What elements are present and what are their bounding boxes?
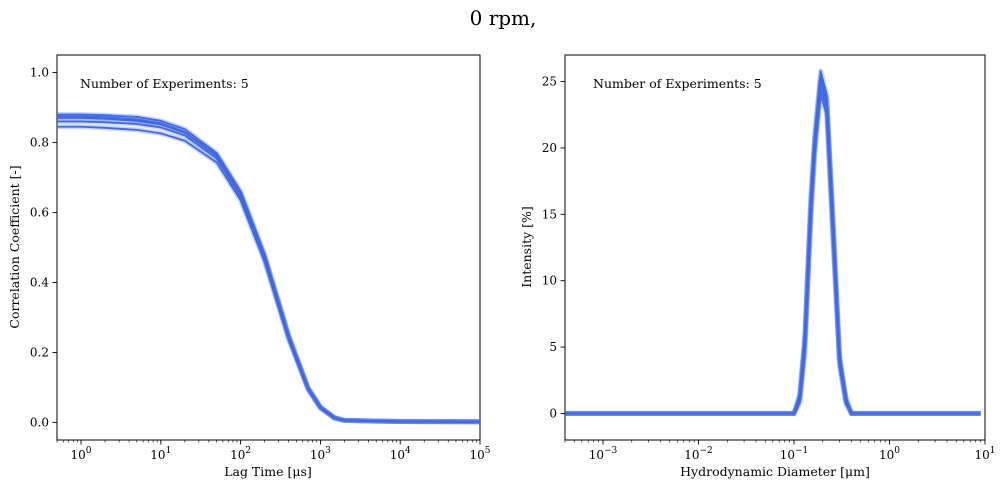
size-distribution-x-axis-label: Hydrodynamic Diameter [μm] bbox=[680, 464, 870, 479]
size-distribution-y-tick-label: 5 bbox=[549, 340, 557, 354]
size-distribution-series-5-band bbox=[565, 92, 981, 416]
correlation-y-tick-label: 0.6 bbox=[30, 206, 49, 220]
correlation-x-tick-label: 100 bbox=[71, 446, 92, 462]
correlation-y-tick-label: 0.0 bbox=[30, 416, 49, 430]
size-distribution-x-tick-label: 101 bbox=[974, 446, 995, 462]
correlation-plot-frame bbox=[56, 54, 481, 441]
size-distribution-x-tick-label: 10−3 bbox=[589, 446, 618, 462]
size-distribution-y-tick-label: 15 bbox=[542, 207, 557, 221]
size-distribution-series-3-line bbox=[565, 87, 981, 415]
correlation-y-tick-label: 0.4 bbox=[30, 276, 49, 290]
figure-title: 0 rpm, bbox=[470, 6, 537, 30]
size-distribution-y-tick-label: 0 bbox=[549, 406, 557, 420]
size-distribution-y-tick-label: 10 bbox=[542, 274, 557, 288]
size-distribution-axis-ticks: 10−3 10−2 10−1 100 101 0 5 10 15 20 25 bbox=[542, 75, 996, 462]
size-distribution-series-group bbox=[565, 68, 981, 416]
size-distribution-series-5-line bbox=[565, 93, 981, 415]
correlation-series-5-line bbox=[57, 125, 481, 423]
correlation-y-tick-label: 0.8 bbox=[30, 136, 49, 150]
size-distribution-x-tick-label: 10−1 bbox=[780, 446, 809, 462]
size-distribution-series-1-line bbox=[565, 70, 981, 415]
correlation-axis-ticks: 100 101 102 103 104 105 0.0 0.2 0.4 0.6 0.8 1.0 bbox=[30, 66, 491, 463]
size-distribution-x-tick-label: 100 bbox=[879, 446, 900, 462]
size-distribution-series-2-band bbox=[565, 79, 981, 416]
size-distribution-y-tick-label: 20 bbox=[542, 141, 557, 155]
correlation-y-tick-label: 1.0 bbox=[30, 66, 49, 80]
correlation-x-tick-label: 102 bbox=[230, 446, 251, 462]
size-distribution-series-4-line bbox=[565, 76, 981, 415]
size-distribution-series-2-line bbox=[565, 80, 981, 415]
correlation-plot: 100 101 102 103 104 105 0.0 0.2 0.4 0.6 0.8 1.0 Num… bbox=[7, 54, 491, 479]
size-distribution-plot: 10−3 10−2 10−1 100 101 0 5 10 15 20 25 Number of E… bbox=[519, 54, 996, 479]
size-distribution-y-axis-label: Intensity [%] bbox=[519, 206, 534, 288]
size-distribution-experiment-count: Number of Experiments: 5 bbox=[593, 76, 762, 91]
correlation-x-tick-label: 103 bbox=[310, 446, 331, 462]
size-distribution-plot-frame bbox=[564, 54, 986, 441]
size-distribution-x-tick-label: 10−2 bbox=[684, 446, 713, 462]
size-distribution-y-tick-label: 25 bbox=[542, 75, 557, 89]
size-distribution-series-4-band bbox=[565, 75, 981, 416]
correlation-y-tick-label: 0.2 bbox=[30, 346, 49, 360]
correlation-x-tick-label: 101 bbox=[150, 446, 171, 462]
size-distribution-series-3-band bbox=[565, 85, 981, 416]
size-distribution-series-1-band bbox=[565, 68, 981, 416]
correlation-y-axis-label: Correlation Coefficient [-] bbox=[7, 165, 22, 328]
correlation-x-tick-label: 104 bbox=[390, 446, 411, 462]
correlation-x-tick-label: 105 bbox=[469, 446, 490, 462]
correlation-experiment-count: Number of Experiments: 5 bbox=[80, 76, 249, 91]
correlation-x-axis-label: Lag Time [μs] bbox=[224, 464, 312, 479]
correlation-series-group bbox=[57, 112, 481, 425]
